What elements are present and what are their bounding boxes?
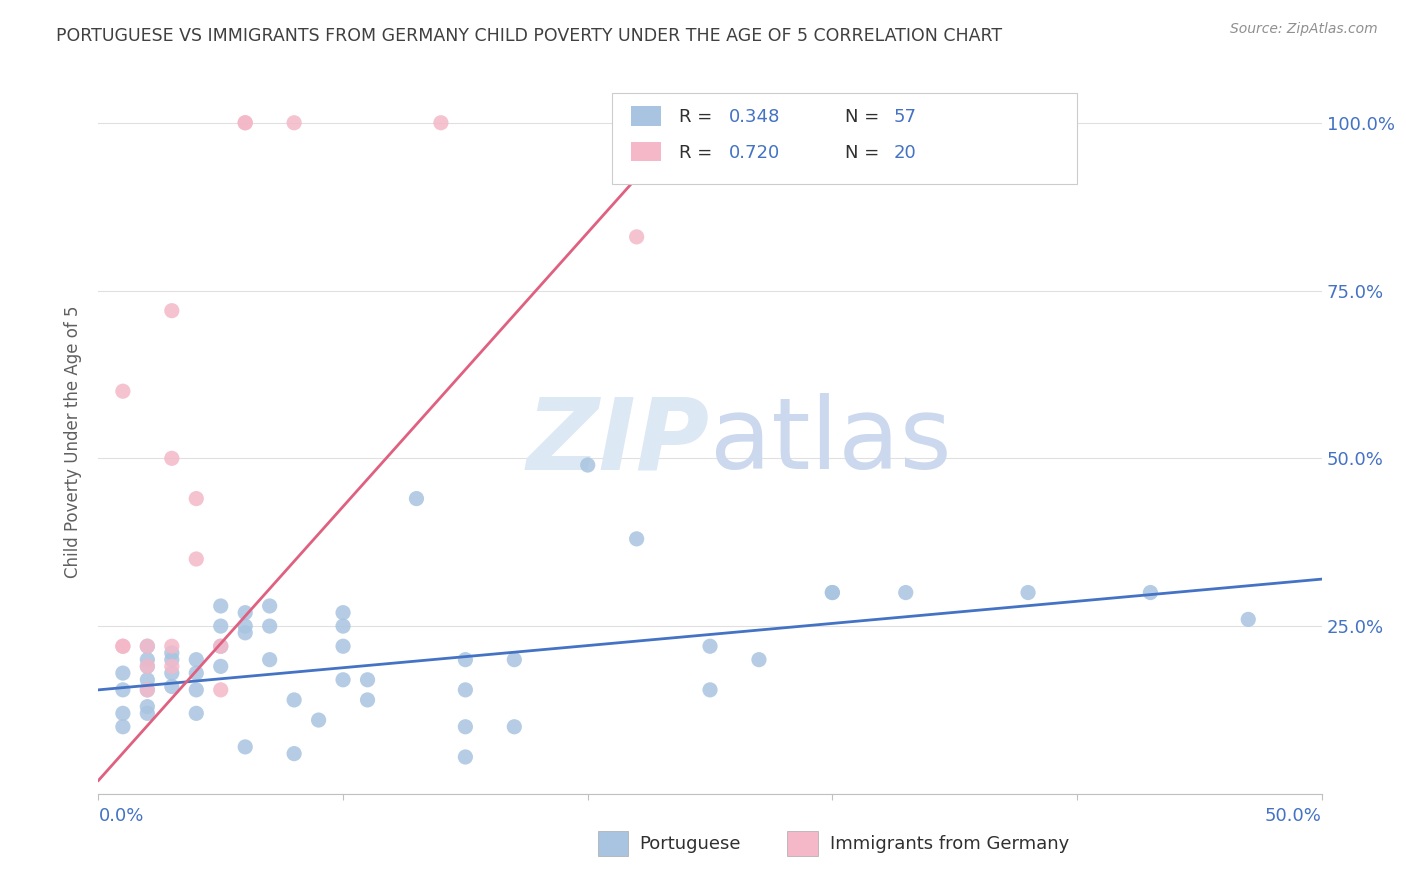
Point: [136, 659, 159, 673]
Point: [454, 653, 477, 667]
Point: [111, 682, 134, 697]
Point: [136, 682, 159, 697]
Point: [209, 659, 232, 673]
Point: [136, 706, 159, 721]
Point: [136, 699, 159, 714]
Point: [160, 451, 183, 466]
Point: [186, 666, 208, 681]
Point: [356, 693, 378, 707]
Point: [405, 491, 427, 506]
Point: [821, 585, 844, 599]
Point: [136, 639, 159, 653]
Point: [259, 619, 281, 633]
Point: [503, 720, 526, 734]
Point: [332, 673, 354, 687]
Point: [209, 599, 232, 613]
Point: [111, 666, 134, 681]
Text: Portuguese: Portuguese: [640, 835, 741, 853]
Point: [136, 659, 159, 673]
Point: [209, 682, 232, 697]
Point: [308, 713, 330, 727]
Point: [259, 653, 281, 667]
Text: Source: ZipAtlas.com: Source: ZipAtlas.com: [1230, 22, 1378, 37]
Point: [283, 747, 305, 761]
Point: [233, 739, 256, 754]
Point: [1139, 585, 1161, 599]
Point: [160, 653, 183, 667]
Text: R =: R =: [679, 109, 718, 127]
Point: [894, 585, 917, 599]
Point: [233, 116, 256, 130]
Point: [111, 639, 134, 653]
Point: [576, 458, 599, 472]
Point: [136, 673, 159, 687]
Text: 57: 57: [893, 109, 917, 127]
Point: [160, 659, 183, 673]
Point: [111, 639, 134, 653]
FancyBboxPatch shape: [630, 142, 661, 161]
Point: [186, 491, 208, 506]
Point: [233, 606, 256, 620]
Point: [821, 585, 844, 599]
Point: [209, 639, 232, 653]
Point: [233, 619, 256, 633]
Text: 20: 20: [893, 144, 917, 161]
Point: [283, 116, 305, 130]
Point: [136, 682, 159, 697]
Point: [332, 639, 354, 653]
Text: N =: N =: [845, 144, 884, 161]
Point: [186, 706, 208, 721]
Text: 50.0%: 50.0%: [1265, 807, 1322, 825]
Point: [1017, 585, 1039, 599]
Point: [136, 639, 159, 653]
Text: 0.720: 0.720: [728, 144, 780, 161]
Point: [186, 653, 208, 667]
Point: [748, 653, 770, 667]
Point: [454, 682, 477, 697]
Point: [111, 384, 134, 399]
FancyBboxPatch shape: [630, 106, 661, 126]
Point: [626, 532, 648, 546]
Point: [283, 693, 305, 707]
Point: [186, 552, 208, 566]
Point: [626, 230, 648, 244]
Text: N =: N =: [845, 109, 884, 127]
Point: [233, 625, 256, 640]
Point: [209, 639, 232, 653]
Text: R =: R =: [679, 144, 718, 161]
Point: [259, 599, 281, 613]
Point: [699, 682, 721, 697]
Point: [356, 673, 378, 687]
Point: [699, 639, 721, 653]
Text: 0.348: 0.348: [728, 109, 780, 127]
Text: atlas: atlas: [710, 393, 952, 490]
Point: [111, 720, 134, 734]
Text: PORTUGUESE VS IMMIGRANTS FROM GERMANY CHILD POVERTY UNDER THE AGE OF 5 CORRELATI: PORTUGUESE VS IMMIGRANTS FROM GERMANY CH…: [56, 27, 1002, 45]
Point: [454, 750, 477, 764]
Point: [160, 646, 183, 660]
Point: [233, 116, 256, 130]
Point: [503, 653, 526, 667]
Point: [186, 682, 208, 697]
Y-axis label: Child Poverty Under the Age of 5: Child Poverty Under the Age of 5: [65, 305, 83, 578]
Point: [160, 680, 183, 694]
Point: [1237, 612, 1260, 626]
Text: 0.0%: 0.0%: [98, 807, 143, 825]
Point: [160, 639, 183, 653]
FancyBboxPatch shape: [612, 93, 1077, 185]
Point: [675, 116, 697, 130]
Text: ZIP: ZIP: [527, 393, 710, 490]
Point: [430, 116, 453, 130]
Text: Immigrants from Germany: Immigrants from Germany: [830, 835, 1069, 853]
Point: [454, 720, 477, 734]
Point: [160, 303, 183, 318]
Point: [332, 606, 354, 620]
Point: [332, 619, 354, 633]
Point: [209, 619, 232, 633]
Point: [160, 666, 183, 681]
Point: [136, 653, 159, 667]
Point: [111, 706, 134, 721]
